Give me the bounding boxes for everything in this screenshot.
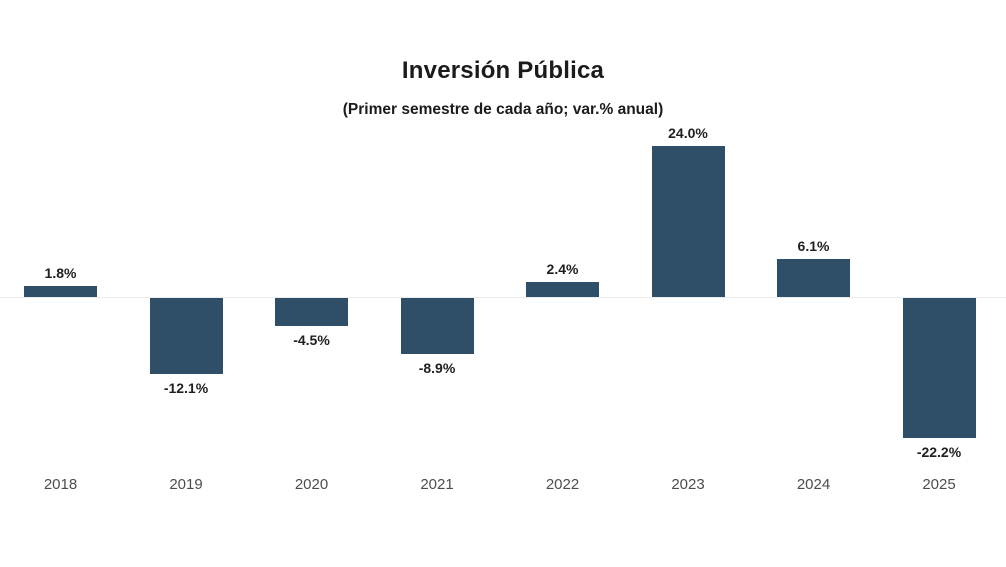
bar-2022 <box>526 282 599 297</box>
x-axis-label-2022: 2022 <box>545 476 580 493</box>
bar-2020 <box>275 298 348 326</box>
value-label-2025: -22.2% <box>916 444 962 460</box>
bar-2021 <box>400 298 474 354</box>
x-axis-label-2020: 2020 <box>294 476 329 493</box>
x-axis-label-2019: 2019 <box>169 476 203 493</box>
bar-2019 <box>149 298 223 374</box>
x-axis-label-2025: 2025 <box>922 476 956 493</box>
x-axis-label-2024: 2024 <box>796 476 831 493</box>
bar-2023 <box>651 146 725 297</box>
value-label-2020: -4.5% <box>293 332 330 348</box>
x-axis-label-2021: 2021 <box>420 476 454 493</box>
value-label-2023: 24.0% <box>668 125 708 141</box>
value-label-2022: 2.4% <box>546 261 579 277</box>
bar-2024 <box>777 259 850 297</box>
bar-2025 <box>902 298 976 438</box>
chart-title: Inversión Pública <box>401 57 605 84</box>
chart-subtitle: (Primer semestre de cada año; var.% anua… <box>342 101 664 118</box>
zero-axis-line <box>0 297 1006 298</box>
value-label-2021: -8.9% <box>418 360 456 376</box>
bar-2018 <box>24 286 97 297</box>
value-label-2018: 1.8% <box>44 265 77 281</box>
value-label-2024: 6.1% <box>797 238 830 254</box>
value-label-2019: -12.1% <box>163 380 209 396</box>
x-axis-label-2018: 2018 <box>43 476 78 493</box>
x-axis-label-2023: 2023 <box>671 476 705 493</box>
